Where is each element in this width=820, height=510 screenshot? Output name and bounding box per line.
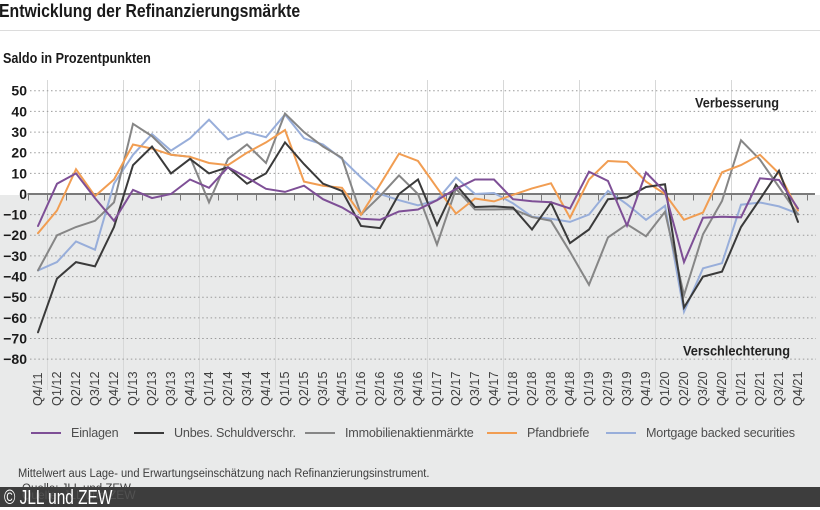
svg-text:Q1/18: Q1/18 [506, 371, 520, 406]
svg-text:Verschlechterung: Verschlechterung [683, 343, 790, 359]
svg-text:Q1/14: Q1/14 [202, 371, 216, 406]
svg-text:Q2/16: Q2/16 [373, 371, 387, 406]
svg-text:Q4/15: Q4/15 [335, 371, 349, 406]
svg-text:Q2/20: Q2/20 [677, 371, 691, 406]
svg-text:Q4/20: Q4/20 [715, 371, 729, 406]
svg-text:−50: −50 [3, 289, 27, 305]
svg-text:−30: −30 [3, 248, 27, 264]
svg-text:Q3/19: Q3/19 [620, 371, 634, 406]
svg-text:Q3/16: Q3/16 [392, 371, 406, 406]
svg-text:−80: −80 [3, 351, 27, 367]
svg-text:−40: −40 [3, 269, 27, 285]
svg-text:Q2/15: Q2/15 [297, 371, 311, 406]
svg-text:Q4/14: Q4/14 [259, 371, 273, 406]
svg-text:Q3/20: Q3/20 [696, 371, 710, 406]
svg-text:Q3/12: Q3/12 [88, 371, 102, 406]
svg-text:Q4/19: Q4/19 [639, 371, 653, 406]
svg-text:−60: −60 [3, 310, 27, 326]
svg-text:Q2/12: Q2/12 [69, 371, 83, 406]
svg-text:Q1/17: Q1/17 [430, 371, 444, 406]
svg-text:Q4/21: Q4/21 [791, 371, 805, 406]
svg-text:Q2/17: Q2/17 [449, 371, 463, 406]
svg-text:40: 40 [11, 103, 27, 119]
svg-text:Q4/18: Q4/18 [563, 371, 577, 406]
svg-text:−70: −70 [3, 330, 27, 346]
svg-text:Q2/19: Q2/19 [601, 371, 615, 406]
svg-text:Q2/18: Q2/18 [525, 371, 539, 406]
svg-text:−10: −10 [3, 207, 27, 223]
svg-text:20: 20 [11, 145, 27, 161]
svg-text:Q3/18: Q3/18 [544, 371, 558, 406]
svg-text:Verbesserung: Verbesserung [695, 95, 779, 111]
svg-text:−20: −20 [3, 227, 27, 243]
svg-text:Q4/17: Q4/17 [487, 371, 501, 406]
svg-text:10: 10 [11, 165, 27, 181]
svg-text:Q1/15: Q1/15 [278, 371, 292, 406]
svg-text:Q1/12: Q1/12 [50, 371, 64, 406]
svg-text:Q2/14: Q2/14 [221, 371, 235, 406]
svg-text:0: 0 [19, 186, 27, 202]
svg-text:Q3/21: Q3/21 [772, 371, 786, 406]
svg-text:Q1/20: Q1/20 [658, 371, 672, 406]
svg-text:Q3/13: Q3/13 [164, 371, 178, 406]
svg-text:Q4/12: Q4/12 [107, 371, 121, 406]
svg-text:50: 50 [11, 83, 27, 99]
svg-text:Q3/14: Q3/14 [240, 371, 254, 406]
svg-text:Q4/11: Q4/11 [31, 372, 45, 406]
svg-text:Q3/15: Q3/15 [316, 371, 330, 406]
svg-text:Q3/17: Q3/17 [468, 371, 482, 406]
svg-text:Q4/16: Q4/16 [411, 371, 425, 406]
svg-text:Q4/13: Q4/13 [183, 371, 197, 406]
svg-text:Q2/13: Q2/13 [145, 371, 159, 406]
svg-text:Q2/21: Q2/21 [753, 371, 767, 406]
svg-text:Q1/19: Q1/19 [582, 371, 596, 406]
svg-text:Q1/16: Q1/16 [354, 371, 368, 406]
svg-text:Q1/21: Q1/21 [734, 371, 748, 406]
svg-text:Q1/13: Q1/13 [126, 371, 140, 406]
svg-text:30: 30 [11, 124, 27, 140]
